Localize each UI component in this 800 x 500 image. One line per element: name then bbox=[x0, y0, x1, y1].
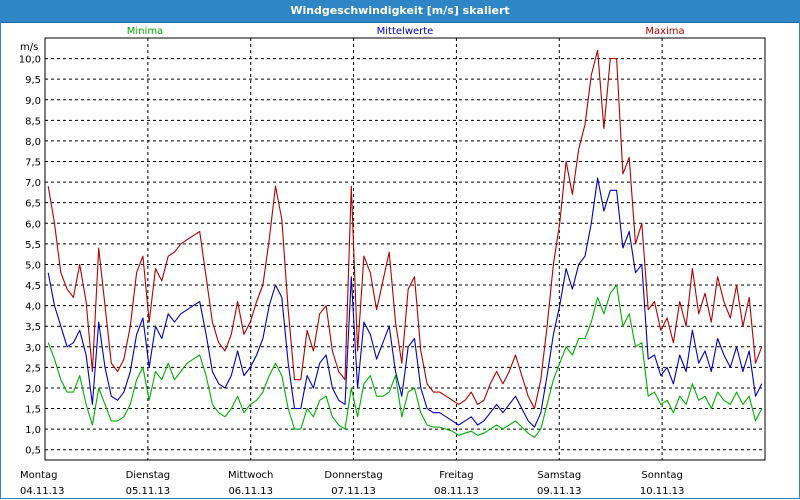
y-tick-label: 4,5 bbox=[25, 281, 41, 292]
legend-entry: Maxima bbox=[645, 26, 684, 37]
y-tick-label: 2,0 bbox=[25, 384, 41, 395]
legend-entry: Mittelwerte bbox=[377, 26, 434, 37]
chart-title: Windgeschwindigkeit [m/s] skaliert bbox=[290, 4, 510, 17]
legend-entry: Minima bbox=[127, 26, 163, 37]
x-tick-day-label: Freitag bbox=[439, 470, 473, 481]
x-axis: Montag 04.11.13 Dienstag 05.11.13 Mittwoch 06… bbox=[20, 470, 684, 497]
legend: Minima Mittelwerte Maxima bbox=[127, 26, 685, 37]
x-tick-date-label: 09.11.13 bbox=[537, 486, 582, 497]
y-tick-label: 8,0 bbox=[25, 137, 41, 148]
y-tick-label: 6,5 bbox=[25, 199, 41, 210]
y-tick-label: 9,0 bbox=[25, 96, 41, 107]
x-tick-date-label: 08.11.13 bbox=[434, 486, 479, 497]
x-tick-day-label: Donnerstag bbox=[324, 470, 382, 481]
y-axis: m/s 0,5 1,0 1,5 2,0 2,5 3,0 3,5 4,0 4,5 5,0 5,5 6,0… bbox=[19, 42, 41, 457]
y-tick-label: 1,5 bbox=[25, 405, 41, 416]
y-tick-label: 2,5 bbox=[25, 363, 41, 374]
x-tick-day-label: Dienstag bbox=[126, 470, 171, 481]
plot-border bbox=[44, 37, 766, 461]
x-tick-day-label: Mittwoch bbox=[228, 470, 273, 481]
y-tick-label: 1,0 bbox=[25, 425, 41, 436]
y-tick-label: 10,0 bbox=[19, 55, 41, 66]
y-tick-label: 3,0 bbox=[25, 343, 41, 354]
x-tick-day-label: Sonntag bbox=[641, 470, 683, 481]
series-line-mittelwerte bbox=[47, 177, 763, 428]
x-tick-date-label: 05.11.13 bbox=[126, 486, 171, 497]
series-line-minima bbox=[47, 284, 763, 438]
x-tick-date-label: 10.11.13 bbox=[640, 486, 685, 497]
y-tick-label: 0,5 bbox=[25, 446, 41, 457]
y-tick-label: 9,5 bbox=[25, 75, 41, 86]
y-tick-label: 7,0 bbox=[25, 178, 41, 189]
y-tick-label: 8,5 bbox=[25, 116, 41, 127]
y-tick-label: 7,5 bbox=[25, 158, 41, 169]
x-tick-date-label: 07.11.13 bbox=[331, 486, 376, 497]
y-tick-label: 5,0 bbox=[25, 260, 41, 271]
x-tick-day-label: Montag bbox=[20, 470, 57, 481]
x-tick-date-label: 04.11.13 bbox=[20, 486, 65, 497]
window-title-bar: Windgeschwindigkeit [m/s] skaliert bbox=[0, 0, 800, 23]
x-tick-date-label: 06.11.13 bbox=[228, 486, 273, 497]
series-lines bbox=[47, 49, 763, 438]
y-tick-label: 6,0 bbox=[25, 219, 41, 230]
y-axis-unit-label: m/s bbox=[20, 42, 38, 53]
x-tick-day-label: Samstag bbox=[537, 470, 581, 481]
y-tick-label: 4,0 bbox=[25, 302, 41, 313]
series-line-maxima bbox=[47, 49, 763, 410]
y-tick-label: 3,5 bbox=[25, 322, 41, 333]
y-tick-label: 5,5 bbox=[25, 240, 41, 251]
